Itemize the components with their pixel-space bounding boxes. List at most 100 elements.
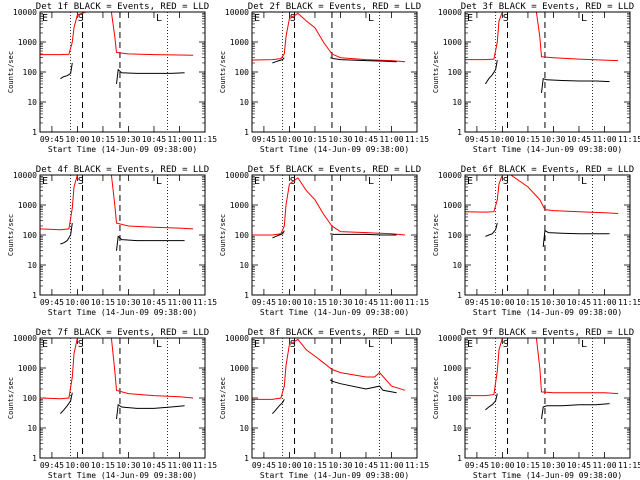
plot-frame — [39, 11, 206, 133]
x-tick-label: 10:00 — [277, 135, 301, 144]
x-tick-label: 11:00 — [592, 298, 616, 307]
marker-label-S: S — [78, 176, 84, 187]
events-series — [272, 230, 285, 239]
x-tick-label: 10:00 — [277, 461, 301, 470]
marker-label-E: E — [254, 339, 260, 350]
y-tick-label: 1 — [457, 128, 462, 137]
y-tick-label: 100 — [23, 68, 38, 77]
marker-label-E: E — [42, 339, 48, 350]
x-axis-label: Start Time (14-Jun-09 09:38:00) — [260, 308, 409, 317]
y-tick-label: 100 — [448, 68, 463, 77]
y-tick-label: 10000 — [438, 8, 462, 17]
x-tick-label: 11:15 — [618, 461, 640, 470]
plot-frame — [251, 174, 418, 296]
lld-series — [465, 175, 619, 214]
events-series — [485, 222, 498, 237]
x-tick-label: 10:30 — [328, 461, 352, 470]
y-axis-label: Counts/sec — [7, 214, 15, 256]
y-tick-label: 1 — [32, 454, 37, 463]
marker-label-E: E — [42, 176, 48, 187]
x-tick-label: 11:00 — [379, 135, 403, 144]
x-tick-label: 11:15 — [193, 461, 217, 470]
lld-series — [40, 12, 194, 56]
x-axis-label: Start Time (14-Jun-09 09:38:00) — [473, 308, 622, 317]
x-axis-label: Start Time (14-Jun-09 09:38:00) — [48, 145, 197, 154]
panel-det-6: Det 6f BLACK = Events, RED = LLD 1 10 100 10… — [432, 165, 640, 317]
panel-title: Det 4f BLACK = Events, RED = LLD — [36, 165, 209, 175]
x-tick-label: 10:45 — [567, 461, 591, 470]
x-tick-label: 10:15 — [516, 461, 540, 470]
marker-label-S: S — [503, 13, 509, 24]
marker-label-L: L — [156, 13, 162, 24]
marker-label-L: L — [368, 176, 374, 187]
lld-series — [40, 338, 194, 400]
events-series — [60, 223, 73, 245]
y-tick-label: 1000 — [443, 201, 462, 210]
x-tick-label: 10:30 — [541, 461, 565, 470]
y-tick-label: 10000 — [13, 171, 37, 180]
panel-det-5: Det 5f BLACK = Events, RED = LLD 1 10 100 10… — [219, 165, 429, 317]
y-tick-label: 10 — [27, 261, 37, 270]
y-tick-label: 10000 — [13, 8, 37, 17]
x-tick-label: 10:15 — [303, 461, 327, 470]
x-tick-label: 10:30 — [328, 298, 352, 307]
events-series — [330, 233, 397, 236]
y-tick-label: 1000 — [18, 38, 37, 47]
events-series — [116, 68, 185, 84]
y-tick-label: 1000 — [230, 38, 249, 47]
panel-title: Det 1f BLACK = Events, RED = LLD — [36, 2, 209, 12]
y-tick-label: 1000 — [443, 38, 462, 47]
x-tick-label: 10:00 — [490, 461, 514, 470]
y-tick-label: 100 — [448, 394, 463, 403]
marker-label-E: E — [254, 176, 260, 187]
marker-label-L: L — [156, 176, 162, 187]
panel-title: Det 5f BLACK = Events, RED = LLD — [248, 165, 421, 175]
x-tick-label: 11:00 — [379, 461, 403, 470]
x-tick-label: 11:00 — [167, 298, 191, 307]
x-tick-label: 10:45 — [142, 461, 166, 470]
y-tick-label: 10 — [452, 98, 462, 107]
marker-label-E: E — [467, 13, 473, 24]
x-tick-label: 09:45 — [465, 135, 489, 144]
x-tick-label: 10:45 — [354, 135, 378, 144]
x-tick-label: 10:45 — [567, 298, 591, 307]
panel-title: Det 3f BLACK = Events, RED = LLD — [461, 2, 634, 12]
events-series — [116, 235, 185, 251]
marker-label-L: L — [581, 339, 587, 350]
x-tick-label: 11:15 — [405, 461, 429, 470]
marker-label-E: E — [42, 13, 48, 24]
marker-label-L: L — [581, 13, 587, 24]
y-tick-label: 1000 — [18, 364, 37, 373]
lld-series — [40, 175, 194, 231]
x-tick-label: 09:45 — [465, 461, 489, 470]
y-tick-label: 10 — [239, 98, 249, 107]
marker-label-S: S — [503, 339, 509, 350]
panel-title: Det 7f BLACK = Events, RED = LLD — [36, 328, 209, 338]
y-tick-label: 10000 — [225, 171, 249, 180]
marker-label-S: S — [290, 13, 296, 24]
y-tick-label: 10 — [452, 424, 462, 433]
x-tick-label: 10:45 — [354, 461, 378, 470]
x-tick-label: 10:15 — [91, 298, 115, 307]
lld-series — [465, 12, 619, 62]
x-tick-label: 11:00 — [592, 135, 616, 144]
y-axis-label: Counts/sec — [432, 51, 440, 93]
events-series — [484, 60, 498, 85]
x-tick-label: 10:00 — [277, 298, 301, 307]
y-tick-label: 1 — [32, 128, 37, 137]
y-tick-label: 1 — [457, 291, 462, 300]
marker-label-S: S — [78, 13, 84, 24]
panel-title: Det 2f BLACK = Events, RED = LLD — [248, 2, 421, 12]
events-series — [541, 78, 610, 94]
x-tick-label: 10:30 — [116, 135, 140, 144]
y-axis-label: Counts/sec — [219, 51, 227, 93]
y-tick-label: 100 — [235, 68, 250, 77]
x-axis-label: Start Time (14-Jun-09 09:38:00) — [473, 145, 622, 154]
y-tick-label: 10000 — [438, 171, 462, 180]
events-series — [541, 403, 610, 420]
y-tick-label: 100 — [235, 394, 250, 403]
marker-label-E: E — [467, 176, 473, 187]
x-tick-label: 10:00 — [65, 461, 89, 470]
plot-frame — [39, 337, 206, 459]
marker-label-S: S — [78, 339, 84, 350]
